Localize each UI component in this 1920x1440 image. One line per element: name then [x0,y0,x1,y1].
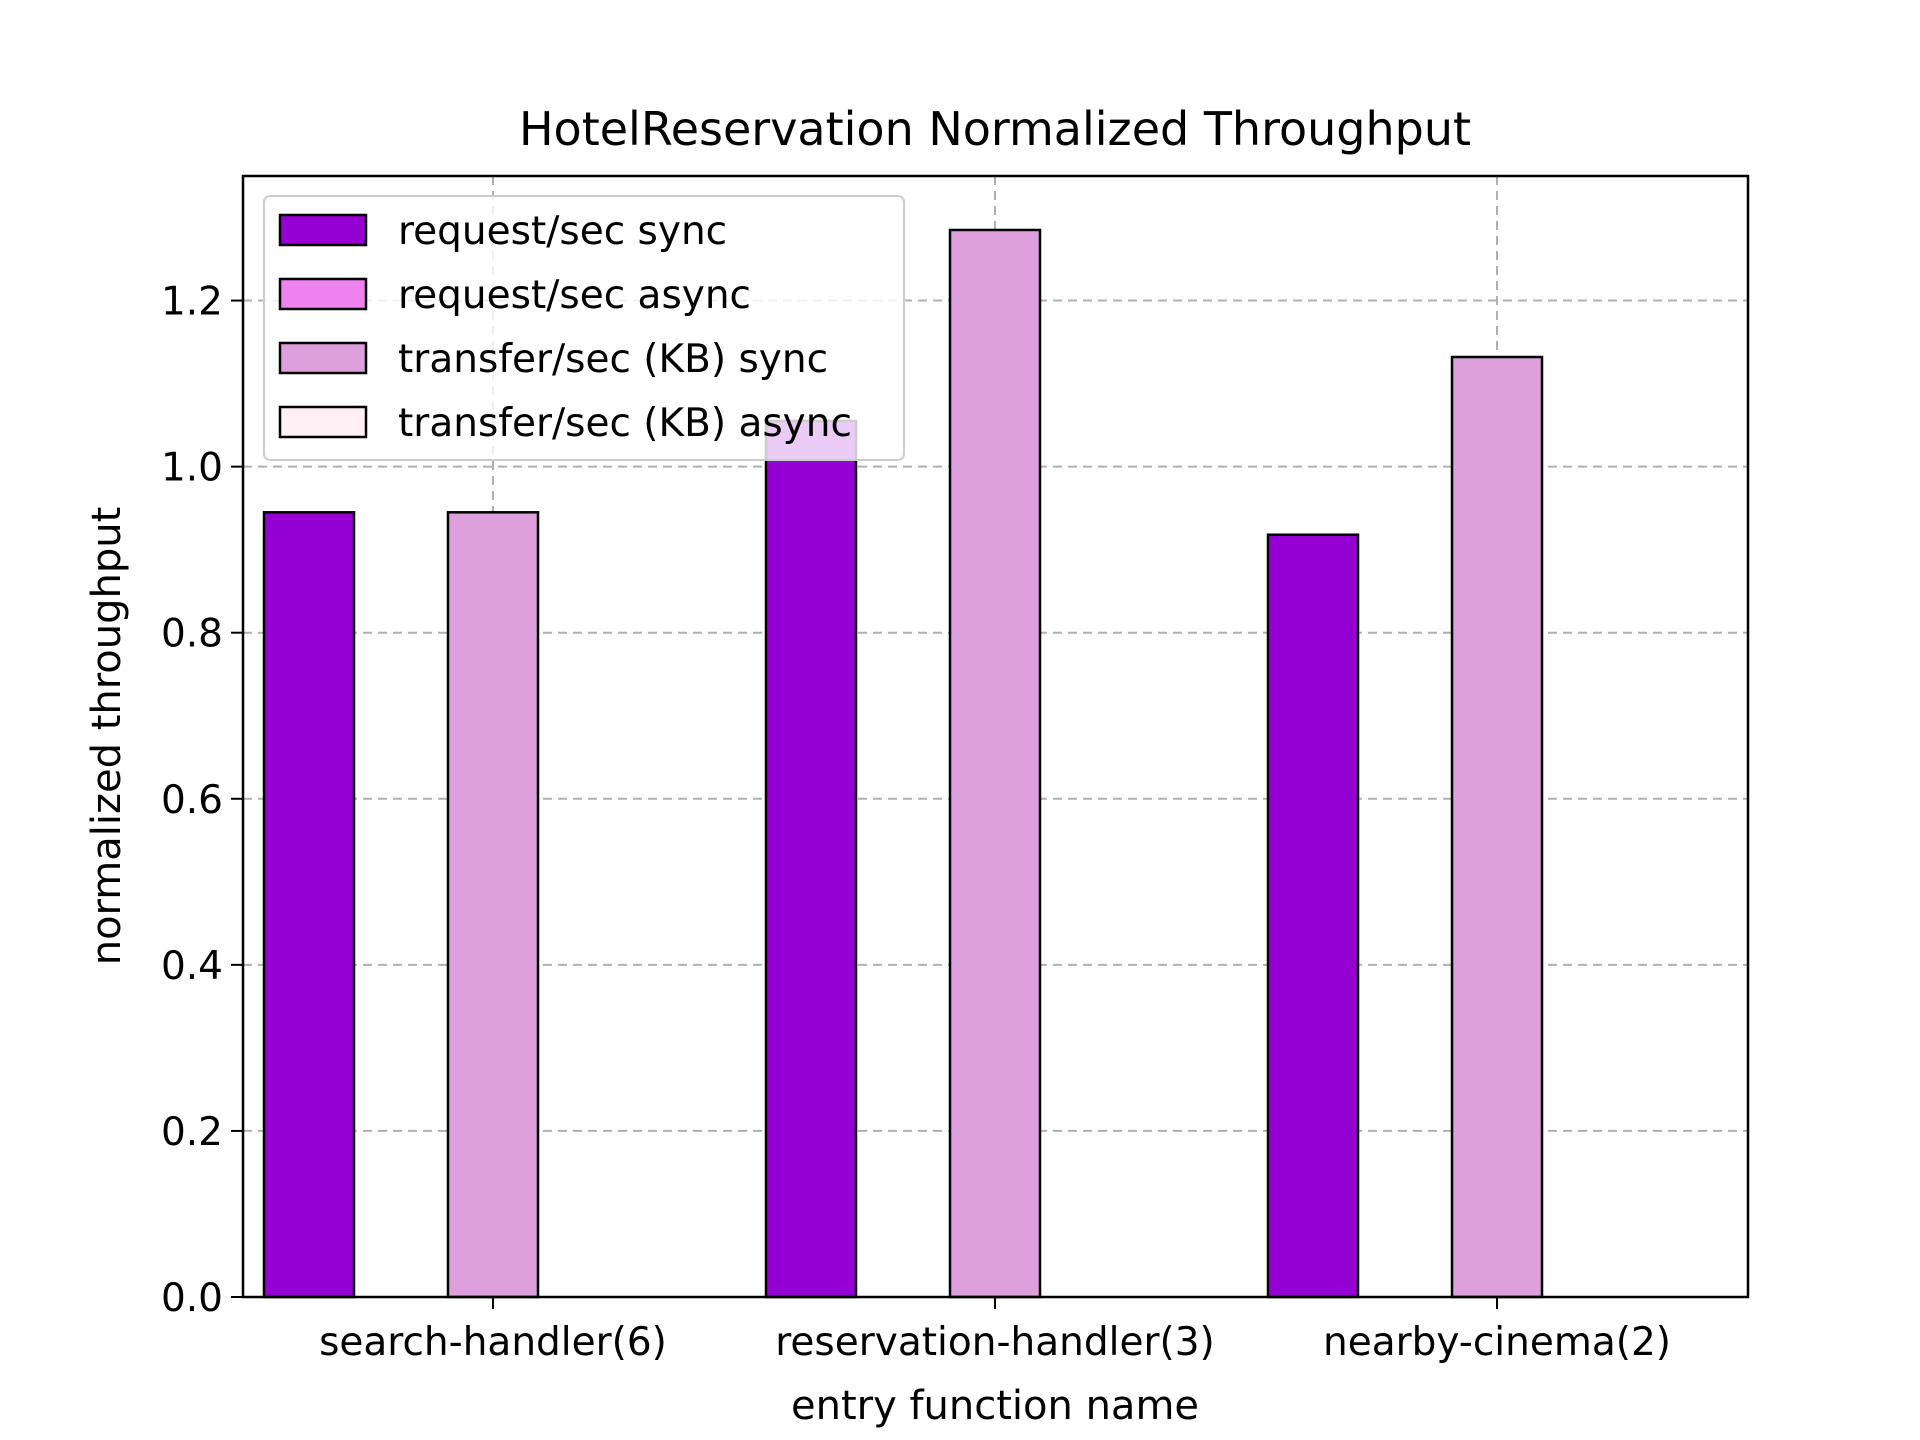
bar [1450,355,1544,1299]
legend-swatch [278,405,368,439]
legend-swatch [278,341,368,375]
bar [764,419,858,1299]
y-tick-label: 0.6 [161,778,223,823]
y-tick-label: 0.0 [161,1276,223,1321]
x-tick-label: nearby-cinema(2) [1323,1320,1671,1365]
y-axis-ticks: 0.0 0.2 0.4 0.6 0.8 1.0 1.2 [161,280,243,1321]
legend-swatch [278,277,368,311]
y-tick-label: 0.4 [161,944,223,989]
x-axis-ticks: search-handler(6) reservation-handler(3) n… [319,1297,1671,1365]
y-tick-label: 0.2 [161,1110,223,1155]
legend: request/sec sync request/sec async transfe… [263,195,905,461]
x-tick-label: search-handler(6) [319,1320,667,1365]
y-tick-label: 1.2 [161,280,223,325]
legend-frame [263,195,905,461]
bar [262,511,356,1299]
y-tick-label: 0.8 [161,612,223,657]
legend-label: request/sec sync [398,209,727,254]
x-tick-label: reservation-handler(3) [775,1320,1214,1365]
legend-swatch [278,213,368,247]
legend-label: transfer/sec (KB) sync [398,337,828,382]
bars [262,228,1544,1299]
y-axis-label: normalized throughput [84,507,130,966]
legend-label: transfer/sec (KB) async [398,401,852,446]
x-axis-label: entry function name [791,1383,1199,1429]
chart-title: HotelReservation Normalized Throughput [519,102,1471,156]
bar [948,228,1042,1299]
y-tick-label: 1.0 [161,446,223,491]
legend-label: request/sec async [398,273,751,318]
bar [1266,533,1360,1299]
bar [446,511,540,1299]
